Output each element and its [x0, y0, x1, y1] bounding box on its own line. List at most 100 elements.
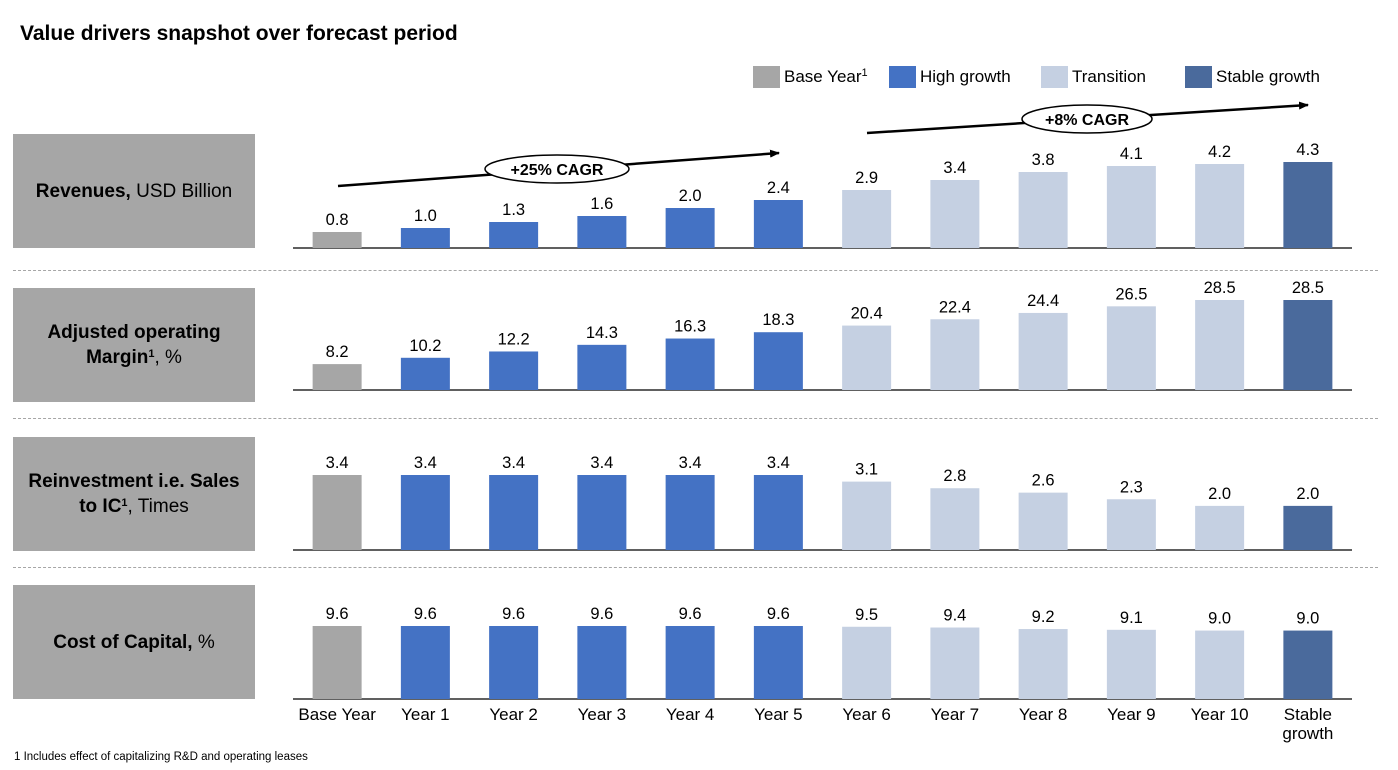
data-label: 4.1 — [1120, 145, 1143, 163]
row-label-cost-of-capital: Cost of Capital, % — [13, 585, 255, 699]
legend-label-stable-growth: Stable growth — [1216, 67, 1320, 86]
bar — [842, 190, 892, 248]
row-label-cost-unit: % — [192, 631, 215, 653]
bar — [489, 222, 539, 248]
data-label: 2.4 — [767, 179, 790, 197]
data-label: 2.0 — [1296, 485, 1319, 503]
data-label: 4.2 — [1208, 143, 1231, 161]
bar — [1283, 162, 1333, 248]
bar — [1283, 630, 1333, 699]
bar — [1018, 312, 1068, 390]
row-label-margin-unit: , % — [154, 347, 182, 368]
data-label: 16.3 — [674, 318, 706, 336]
data-label: 2.8 — [943, 467, 966, 485]
bar — [577, 344, 627, 390]
legend-label-transition: Transition — [1072, 67, 1147, 86]
legend-swatch-base-year — [753, 66, 780, 88]
bar — [1195, 630, 1245, 699]
category-label: Base Year — [298, 705, 376, 724]
legend: Base Year1 High growth Transition Stable… — [0, 66, 1398, 90]
row-divider — [13, 567, 1378, 568]
row-label-revenues-bold: Revenues, — [35, 180, 131, 202]
data-label: 9.6 — [679, 605, 702, 623]
data-label: 9.1 — [1120, 609, 1143, 627]
data-label: 9.6 — [767, 605, 790, 623]
data-label: 3.4 — [502, 454, 525, 472]
bar — [753, 200, 803, 248]
data-label: 22.4 — [939, 298, 971, 316]
data-label: 28.5 — [1204, 279, 1236, 297]
bar — [489, 626, 539, 699]
data-label: 9.5 — [855, 606, 878, 624]
data-label: 2.0 — [1208, 485, 1231, 503]
bar — [312, 475, 362, 550]
data-label: 2.3 — [1120, 478, 1143, 496]
row-divider — [13, 270, 1378, 271]
data-label: 3.8 — [1032, 151, 1055, 169]
data-label: 9.6 — [414, 605, 437, 623]
legend-item-transition: Transition — [1041, 66, 1146, 88]
data-label: 2.0 — [679, 187, 702, 205]
row-label-reinvestment-sup: 1 — [121, 497, 128, 509]
bar — [400, 228, 450, 248]
data-label: 26.5 — [1115, 285, 1147, 303]
bar — [842, 481, 892, 550]
category-label: Year 8 — [1019, 705, 1068, 724]
bar — [312, 232, 362, 248]
bar — [930, 488, 980, 550]
data-label: 9.2 — [1032, 608, 1055, 626]
row-label-margin-sup: 1 — [148, 348, 155, 360]
bar — [665, 208, 715, 248]
cagr-label-high-growth: +25% CAGR — [511, 162, 604, 179]
legend-swatch-transition — [1041, 66, 1068, 88]
data-label: 1.0 — [414, 207, 437, 225]
data-label: 3.4 — [414, 454, 437, 472]
bar — [930, 627, 980, 699]
bar — [1106, 629, 1156, 699]
category-label: Year 3 — [578, 705, 627, 724]
bar — [400, 475, 450, 550]
data-label: 14.3 — [586, 324, 618, 342]
bar — [1195, 505, 1245, 550]
data-label: 2.6 — [1032, 472, 1055, 490]
bar — [1106, 166, 1156, 248]
legend-footnote-marker: 1 — [861, 67, 868, 79]
data-label: 12.2 — [498, 330, 530, 348]
footnote: 1 Includes effect of capitalizing R&D an… — [14, 751, 308, 763]
category-label: Year 7 — [931, 705, 980, 724]
category-label: Year 4 — [666, 705, 715, 724]
category-label: Stable growth — [1282, 705, 1333, 743]
data-label: 24.4 — [1027, 292, 1059, 310]
bar — [1283, 300, 1333, 390]
data-label: 1.3 — [502, 201, 525, 219]
row-label-reinvestment-unit: , Times — [127, 496, 189, 517]
bar — [1018, 492, 1068, 550]
bar — [1018, 172, 1068, 248]
category-label: Year 9 — [1107, 705, 1156, 724]
data-label: 10.2 — [409, 337, 441, 355]
row-label-revenues: Revenues, USD Billion — [13, 134, 255, 248]
legend-label-base-year: Base Year — [784, 67, 862, 86]
data-label: 3.4 — [326, 454, 349, 472]
data-label: 9.0 — [1208, 610, 1231, 628]
category-label: Year 2 — [489, 705, 538, 724]
data-label: 4.3 — [1296, 141, 1319, 159]
data-label: 9.6 — [590, 605, 613, 623]
row-label-operating-margin: Adjusted operating Margin1, % — [13, 288, 255, 402]
bar — [1018, 629, 1068, 699]
bar — [577, 626, 627, 699]
bar — [842, 325, 892, 390]
data-label: 0.8 — [326, 211, 349, 229]
bar — [1283, 505, 1333, 550]
category-label: Year 5 — [754, 705, 803, 724]
bar — [1195, 300, 1245, 390]
legend-swatch-high-growth — [889, 66, 916, 88]
bar — [1106, 306, 1156, 390]
bar — [753, 626, 803, 699]
bar — [930, 319, 980, 390]
bar — [489, 475, 539, 550]
bar — [665, 475, 715, 550]
row-divider — [13, 418, 1378, 419]
data-label: 3.4 — [767, 454, 790, 472]
